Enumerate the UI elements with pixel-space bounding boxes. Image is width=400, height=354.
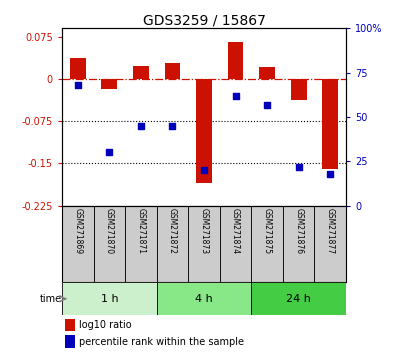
Title: GDS3259 / 15867: GDS3259 / 15867 bbox=[142, 13, 266, 27]
Text: GSM271870: GSM271870 bbox=[105, 208, 114, 254]
Point bbox=[201, 167, 207, 173]
Text: 1 h: 1 h bbox=[100, 294, 118, 304]
Point bbox=[74, 82, 81, 88]
Bar bbox=[125, 206, 157, 282]
Bar bbox=[62, 206, 94, 282]
Bar bbox=[94, 206, 125, 282]
Bar bbox=[70, 58, 86, 79]
Text: 24 h: 24 h bbox=[286, 294, 311, 304]
Bar bbox=[251, 206, 283, 282]
Bar bbox=[291, 79, 306, 101]
Bar bbox=[259, 67, 275, 79]
Bar bbox=[65, 335, 75, 348]
Text: GSM271876: GSM271876 bbox=[294, 208, 303, 254]
Bar bbox=[62, 282, 157, 315]
Point bbox=[106, 150, 112, 155]
Point bbox=[232, 93, 239, 98]
Bar bbox=[102, 79, 117, 89]
Point bbox=[138, 123, 144, 129]
Point bbox=[327, 171, 334, 177]
Bar bbox=[322, 79, 338, 169]
Text: 4 h: 4 h bbox=[195, 294, 213, 304]
Text: percentile rank within the sample: percentile rank within the sample bbox=[79, 337, 244, 347]
Bar bbox=[283, 206, 314, 282]
Text: GSM271871: GSM271871 bbox=[136, 208, 145, 254]
Bar bbox=[157, 282, 251, 315]
Bar bbox=[188, 206, 220, 282]
Bar bbox=[65, 319, 75, 331]
Point bbox=[169, 123, 176, 129]
Bar bbox=[251, 282, 346, 315]
Bar bbox=[228, 42, 244, 79]
Text: GSM271869: GSM271869 bbox=[73, 208, 82, 254]
Text: GSM271874: GSM271874 bbox=[231, 208, 240, 254]
Text: GSM271872: GSM271872 bbox=[168, 208, 177, 254]
Bar bbox=[196, 79, 212, 183]
Text: time: time bbox=[40, 294, 62, 304]
Bar bbox=[157, 206, 188, 282]
Bar bbox=[133, 66, 149, 79]
Text: GSM271875: GSM271875 bbox=[263, 208, 272, 254]
Text: GSM271873: GSM271873 bbox=[200, 208, 208, 254]
Bar bbox=[164, 63, 180, 79]
Point bbox=[264, 102, 270, 107]
Text: GSM271877: GSM271877 bbox=[326, 208, 335, 254]
Bar bbox=[220, 206, 251, 282]
Bar bbox=[314, 206, 346, 282]
Text: log10 ratio: log10 ratio bbox=[79, 320, 132, 330]
Point bbox=[296, 164, 302, 170]
